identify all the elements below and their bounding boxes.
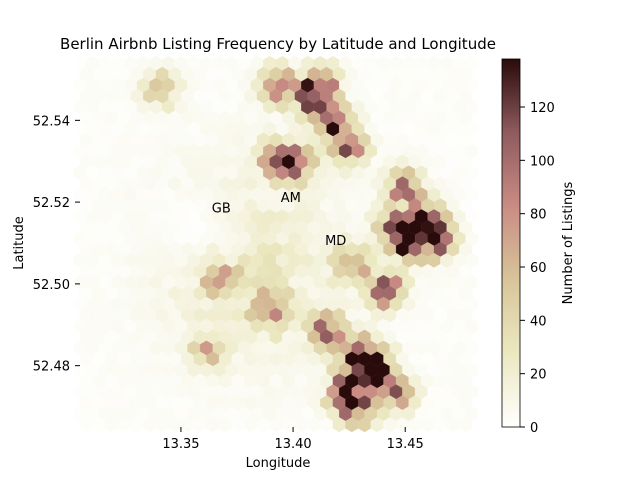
colorbar-tick-label: 20 [530,368,547,383]
y-tick-label: 52.52 [33,196,70,211]
hex-cell [459,417,473,433]
colorbar-tick-label: 40 [530,314,547,329]
annotation-md: MD [325,234,346,249]
colorbar-tick-label: 0 [530,421,538,436]
colorbar-tick-label: 100 [530,154,555,169]
y-axis: 52.48 52.50 52.52 52.54 [33,114,80,375]
hexbin-cells [73,55,479,433]
x-tick-label: 13.45 [387,437,424,452]
y-tick-label: 52.48 [33,360,70,375]
colorbar-tick-label: 60 [530,261,547,276]
region-annotations: GB AM MD [212,191,347,249]
colorbar-tick-label: 120 [530,101,555,116]
chart-title: Berlin Airbnb Listing Frequency by Latit… [60,35,496,53]
x-tick-label: 13.40 [274,437,311,452]
y-axis-label: Latitude [12,216,27,270]
annotation-am: AM [281,191,301,206]
y-tick-label: 52.50 [33,278,70,293]
colorbar-tick-label: 80 [530,208,547,223]
colorbar: 0 20 40 60 80 100 120 [501,58,555,436]
x-axis: 13.35 13.40 13.45 [162,427,424,452]
colorbar-gradient [501,58,521,428]
x-axis-label: Longitude [246,456,311,471]
x-tick-label: 13.35 [162,437,199,452]
colorbar-label: Number of Listings [561,181,576,304]
y-tick-label: 52.54 [33,114,70,129]
annotation-gb: GB [212,201,231,216]
